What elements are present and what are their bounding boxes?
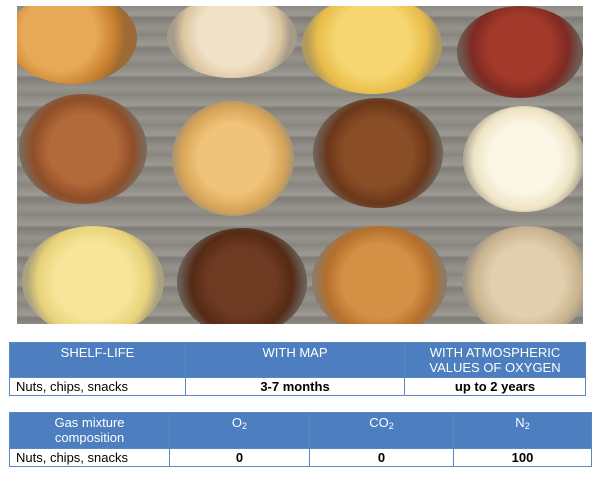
header-gas-mixture: Gas mixture composition	[9, 412, 170, 449]
header-n2: N2	[453, 412, 592, 449]
map-shelf-life: 3-7 months	[185, 377, 405, 396]
pecans-pile	[313, 98, 443, 208]
cashews-pile	[167, 6, 297, 78]
crackers-pile	[17, 6, 137, 84]
potato-chips-pile	[22, 226, 164, 324]
pretzels-pile	[312, 226, 447, 324]
shelf-life-table: SHELF-LIFE WITH MAP WITH ATMOSPHERIC VAL…	[9, 342, 586, 396]
header-with-map: WITH MAP	[185, 342, 405, 378]
atmospheric-shelf-life: up to 2 years	[404, 377, 586, 396]
gas-mixture-table: Gas mixture composition O2 CO2 N2 Nuts, …	[9, 412, 592, 467]
pistachios-pile	[462, 226, 583, 324]
hazelnuts-pile	[177, 228, 307, 324]
popcorn-pile	[463, 106, 583, 212]
n2-value: 100	[453, 448, 592, 467]
row-label: Nuts, chips, snacks	[9, 448, 170, 467]
row-label: Nuts, chips, snacks	[9, 377, 186, 396]
header-shelf-life: SHELF-LIFE	[9, 342, 186, 378]
co2-value: 0	[309, 448, 454, 467]
header-co2: CO2	[309, 412, 454, 449]
square-crackers-pile	[172, 101, 294, 216]
header-o2: O2	[169, 412, 310, 449]
header-atmospheric-oxygen: WITH ATMOSPHERIC VALUES OF OXYGEN	[404, 342, 586, 378]
peanuts-pile	[457, 6, 583, 98]
snacks-photo	[17, 6, 583, 324]
almonds-pile	[19, 94, 147, 204]
o2-value: 0	[169, 448, 310, 467]
tortilla-chips-pile	[302, 6, 442, 94]
